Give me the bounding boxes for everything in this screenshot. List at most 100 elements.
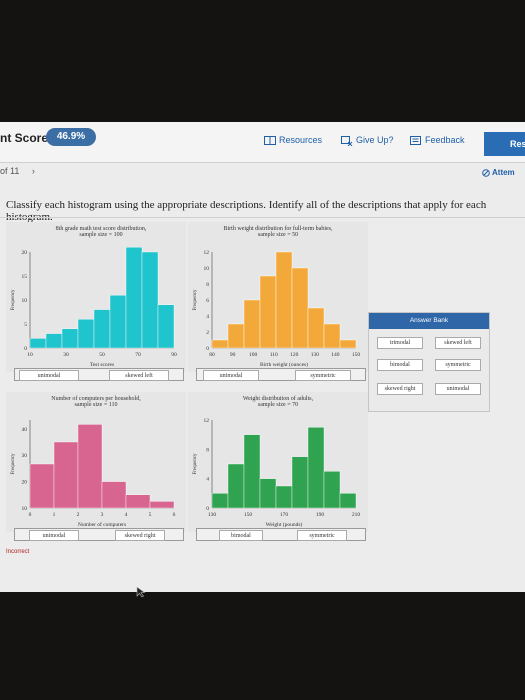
- score-label: nt Score:: [0, 131, 53, 145]
- y-tick-label: 15: [22, 274, 28, 280]
- status-text: Incorrect: [6, 549, 30, 555]
- histogram-bar: [259, 275, 277, 349]
- attempt-link[interactable]: Attem: [482, 168, 515, 177]
- x-tick-label: 6: [173, 512, 176, 518]
- answer-option[interactable]: bimodal: [377, 359, 423, 371]
- x-tick-label: 140: [331, 352, 340, 358]
- histogram-bar: [291, 267, 309, 349]
- y-axis-label: Frequency: [193, 453, 198, 475]
- x-axis-label: Number of computers: [78, 521, 126, 528]
- histogram-bar: [101, 481, 127, 509]
- histogram-panel-1: 8th grade math test score distribution, s…: [6, 222, 186, 372]
- y-tick-label: 0: [24, 346, 27, 352]
- x-tick-label: 90: [230, 352, 236, 358]
- placed-tag[interactable]: unimodal: [19, 370, 79, 381]
- placed-tag[interactable]: unimodal: [203, 370, 259, 381]
- y-tick-label: 30: [22, 453, 28, 459]
- histogram-bar: [61, 328, 79, 349]
- x-axis-label: Birth weight (ounces): [260, 361, 308, 368]
- x-axis-label: Test scores: [90, 362, 114, 368]
- answer-option[interactable]: skewed right: [377, 383, 423, 395]
- x-tick-label: 3: [101, 512, 104, 518]
- mouse-cursor-icon: [136, 586, 146, 598]
- y-tick-label: 40: [22, 427, 28, 433]
- x-tick-label: 110: [270, 352, 278, 358]
- x-tick-label: 170: [280, 512, 289, 518]
- y-tick-label: 5: [24, 322, 27, 328]
- histogram-title-line1: Weight distribution of adults,: [242, 396, 314, 402]
- placed-tag[interactable]: unimodal: [29, 530, 79, 541]
- histogram-bar: [339, 339, 357, 349]
- drop-zone-1[interactable]: unimodal skewed left: [14, 368, 184, 381]
- histogram-bar: [157, 304, 175, 349]
- drop-zone-2[interactable]: unimodal symmetric: [196, 368, 366, 381]
- give-up-button[interactable]: Give Up?: [341, 135, 394, 146]
- histogram-bar: [307, 307, 325, 349]
- histogram-bar: [243, 434, 261, 509]
- next-chevron-icon[interactable]: ›: [31, 166, 35, 176]
- y-tick-label: 8: [206, 282, 209, 288]
- answer-option[interactable]: trimodal: [377, 337, 423, 349]
- feedback-button[interactable]: Feedback: [410, 135, 465, 146]
- y-axis-label: Frequency: [11, 289, 16, 311]
- placed-tag[interactable]: bimodal: [219, 530, 263, 541]
- histogram-title-line1: 8th grade math test score distribution,: [55, 226, 147, 232]
- histogram-bar: [307, 427, 325, 509]
- y-tick-label: 20: [22, 480, 28, 486]
- drop-zone-3[interactable]: unimodal skewed right: [14, 528, 184, 541]
- histogram-chart-4: Frequency 0 4 8 12 130 150 170 190 210 Weight (pou…: [193, 418, 360, 528]
- answer-bank: Answer Bank trimodal skewed left bimodal…: [368, 312, 490, 412]
- histogram-chart-1: Frequency 0 5 10 15 20 10 30 50 70 90 Test scores: [11, 246, 177, 368]
- y-tick-label: 4: [206, 314, 209, 320]
- resume-button[interactable]: Res: [484, 132, 525, 156]
- histogram-bar: [211, 493, 229, 509]
- x-tick-label: 80: [209, 352, 215, 358]
- feedback-label: Feedback: [425, 135, 465, 145]
- y-tick-label: 10: [204, 266, 210, 272]
- y-tick-label: 12: [204, 418, 210, 424]
- give-up-label: Give Up?: [356, 135, 394, 145]
- x-tick-label: 2: [77, 512, 80, 518]
- y-tick-label: 0: [206, 506, 209, 512]
- y-tick-label: 4: [206, 477, 209, 483]
- answer-option[interactable]: symmetric: [435, 359, 481, 371]
- x-axis-label: Weight (pounds): [266, 521, 303, 528]
- placed-tag[interactable]: symmetric: [295, 370, 351, 381]
- histogram-bar: [141, 251, 159, 349]
- x-tick-label: 1: [53, 512, 56, 518]
- answer-bank-title: Answer Bank: [369, 313, 489, 329]
- histogram-bar: [29, 463, 55, 509]
- histogram-panel-3: Number of computers per household, sample…: [6, 392, 186, 532]
- placed-tag[interactable]: symmetric: [297, 530, 347, 541]
- give-up-icon: [341, 135, 353, 146]
- question-text: Classify each histogram using the approp…: [6, 199, 487, 223]
- x-tick-label: 0: [29, 512, 32, 518]
- histogram-bar: [125, 246, 143, 349]
- histogram-bar: [323, 323, 341, 349]
- histogram-title: Weight distribution of adults, sample siz…: [188, 396, 368, 408]
- answer-option[interactable]: unimodal: [435, 383, 481, 395]
- y-tick-label: 0: [206, 346, 209, 352]
- x-tick-label: 120: [290, 352, 299, 358]
- resources-label: Resources: [279, 135, 323, 145]
- placed-tag[interactable]: skewed left: [109, 370, 169, 381]
- histogram-bar: [125, 494, 151, 509]
- x-tick-label: 130: [311, 352, 320, 358]
- y-tick-label: 12: [204, 250, 210, 256]
- histogram-title-line2: sample size = 50: [257, 232, 299, 238]
- answer-option[interactable]: skewed left: [435, 337, 481, 349]
- histogram-title-line2: sample size = 110: [74, 402, 118, 408]
- y-tick-label: 20: [22, 250, 28, 256]
- histogram-bar: [259, 478, 277, 509]
- histogram-bar: [45, 333, 63, 349]
- x-tick-label: 90: [171, 352, 177, 358]
- histogram-bar: [53, 441, 79, 509]
- resources-button[interactable]: Resources: [264, 135, 323, 146]
- drop-zone-4[interactable]: bimodal symmetric: [196, 528, 366, 541]
- x-tick-label: 190: [316, 512, 325, 518]
- histogram-title-line2: sample size = 70: [257, 402, 299, 408]
- x-tick-label: 10: [27, 352, 33, 358]
- x-tick-label: 5: [149, 512, 152, 518]
- histogram-bar: [227, 323, 245, 349]
- placed-tag[interactable]: skewed right: [115, 530, 165, 541]
